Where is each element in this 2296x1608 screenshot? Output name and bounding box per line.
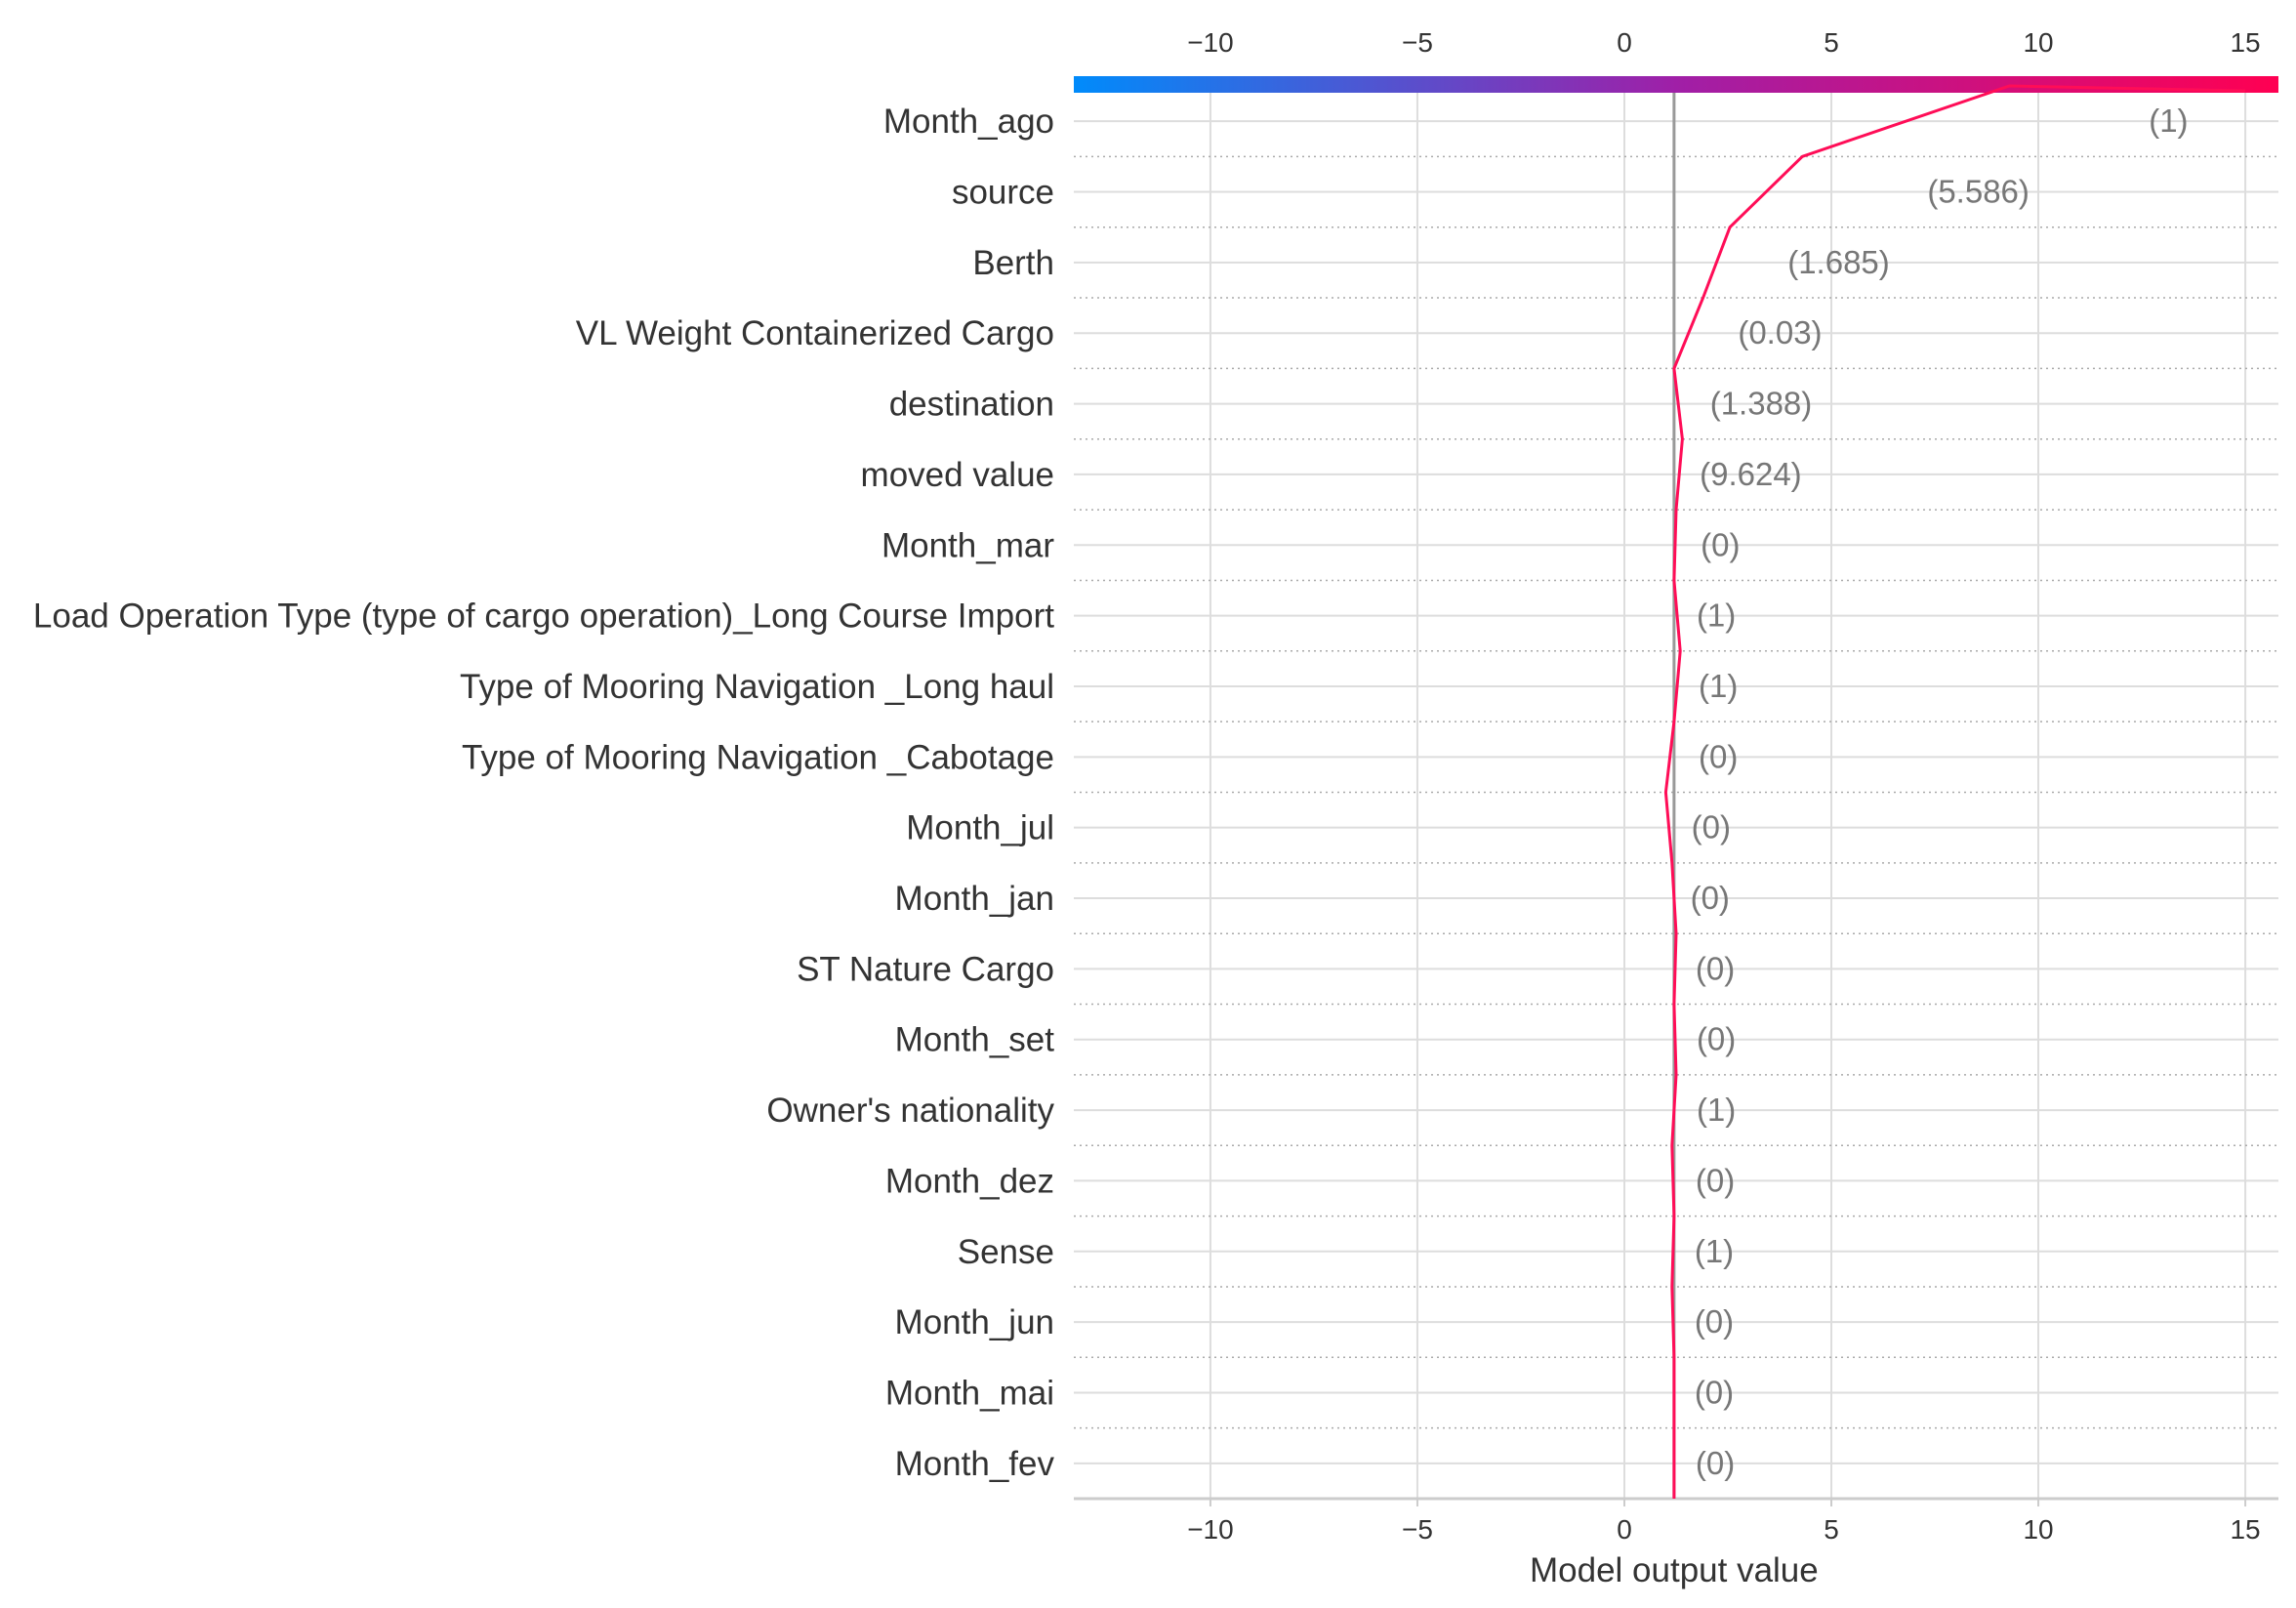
bottom-tick-label: 10 <box>2023 1514 2053 1545</box>
bottom-tick-label: −5 <box>1402 1514 1433 1545</box>
feature-value-label: (0) <box>1696 1445 1735 1481</box>
feature-label: Month_set <box>895 1021 1055 1059</box>
feature-value-label: (0) <box>1699 738 1738 774</box>
feature-label: Month_mai <box>885 1374 1054 1412</box>
feature-label: Month_mar <box>882 526 1054 564</box>
feature-label: Month_jan <box>895 880 1054 918</box>
top-tick-label: −10 <box>1187 27 1234 58</box>
feature-label: Owner's nationality <box>766 1092 1054 1130</box>
decision-path <box>1663 84 2246 1499</box>
feature-label: ST Nature Cargo <box>797 950 1054 988</box>
feature-value-labels: (1) (5.586) (1.685) (0.03) (1.388) (9.624) (0)… <box>1691 103 2189 1481</box>
feature-value-label: (0) <box>1692 809 1731 845</box>
feature-label: destination <box>889 386 1054 424</box>
bottom-axis-ticks: −10 −5 0 5 10 15 <box>1187 1499 2261 1545</box>
feature-value-label: (1) <box>2149 103 2188 139</box>
feature-value-label: (1.388) <box>1710 386 1813 422</box>
feature-value-label: (0) <box>1691 880 1730 916</box>
feature-label: Type of Mooring Navigation _Long haul <box>460 668 1054 706</box>
feature-label: moved value <box>861 456 1054 494</box>
feature-value-label: (5.586) <box>1927 174 2030 210</box>
x-axis-title: Model output value <box>1530 1551 1819 1589</box>
top-tick-label: 0 <box>1617 27 1632 58</box>
feature-value-label: (0.03) <box>1738 314 1822 350</box>
grid-layer <box>1209 84 2247 1499</box>
top-tick-label: −5 <box>1402 27 1433 58</box>
feature-label: Month_ago <box>883 103 1054 141</box>
feature-value-label: (0) <box>1696 1162 1735 1198</box>
feature-value-label: (1) <box>1697 1092 1736 1128</box>
feature-label: Month_jun <box>895 1303 1054 1341</box>
feature-label: VL Weight Containerized Cargo <box>576 314 1054 352</box>
feature-value-label: (1) <box>1697 598 1736 634</box>
feature-label: Month_dez <box>885 1162 1054 1200</box>
bottom-tick-label: 5 <box>1824 1514 1839 1545</box>
feature-label: Month_jul <box>906 809 1054 847</box>
feature-label: Load Operation Type (type of cargo opera… <box>33 598 1054 636</box>
colorbar <box>1074 76 2278 93</box>
top-tick-label: 15 <box>2230 27 2260 58</box>
feature-value-label: (1.685) <box>1787 244 1890 280</box>
top-axis-ticks: −10 −5 0 5 10 15 <box>1187 27 2260 58</box>
top-tick-label: 10 <box>2023 27 2053 58</box>
feature-value-label: (1) <box>1699 668 1738 704</box>
bottom-tick-label: −10 <box>1187 1514 1234 1545</box>
feature-label: Sense <box>958 1233 1054 1271</box>
top-tick-label: 5 <box>1824 27 1839 58</box>
feature-label: source <box>952 174 1054 212</box>
feature-value-label: (1) <box>1695 1233 1734 1269</box>
feature-value-label: (0) <box>1695 1303 1734 1340</box>
feature-value-label: (0) <box>1695 1374 1734 1410</box>
feature-value-label: (0) <box>1701 526 1740 562</box>
feature-label: Month_fev <box>895 1445 1055 1483</box>
feature-label: Berth <box>972 244 1054 282</box>
feature-label: Type of Mooring Navigation _Cabotage <box>462 738 1054 776</box>
bottom-tick-label: 15 <box>2230 1514 2260 1545</box>
bottom-tick-label: 0 <box>1617 1514 1632 1545</box>
feature-value-label: (0) <box>1696 950 1735 986</box>
feature-value-label: (9.624) <box>1700 456 1802 492</box>
feature-value-label: (0) <box>1697 1021 1736 1057</box>
